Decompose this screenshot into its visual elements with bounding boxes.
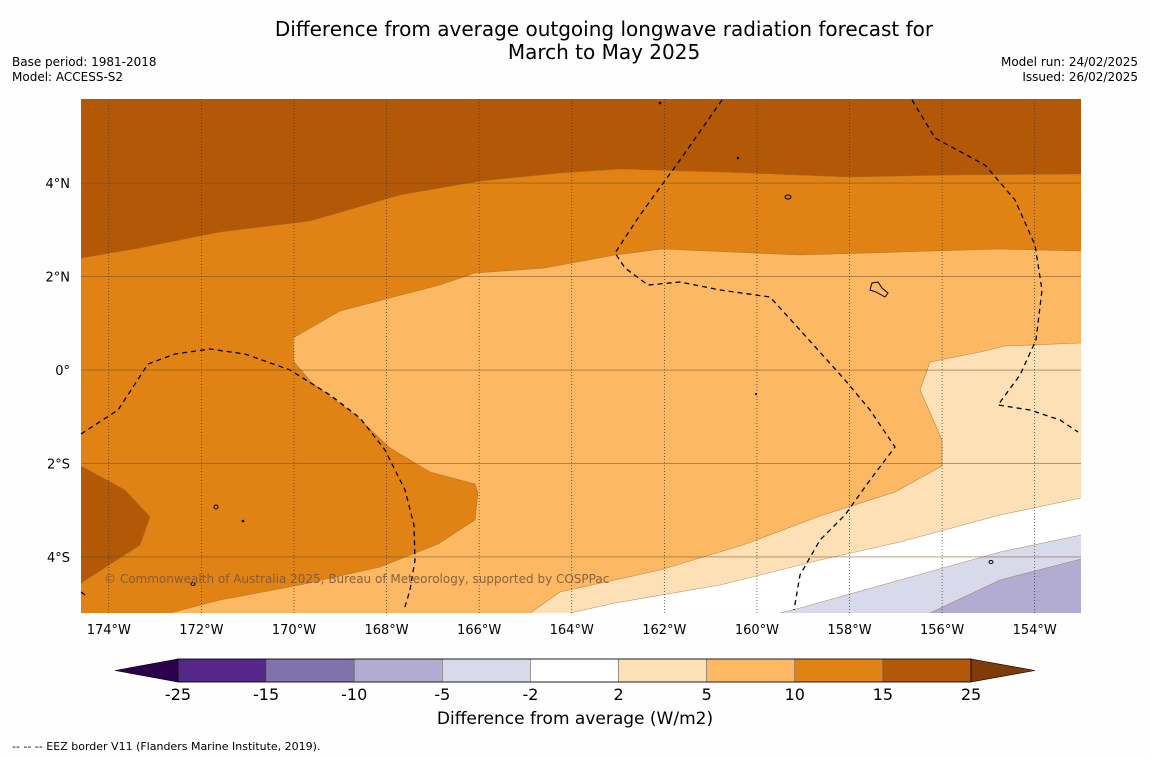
title-line-1: Difference from average outgoing longwav… xyxy=(274,17,934,41)
lon-tick-label: 168°W xyxy=(364,623,408,638)
lon-tick-label: 160°W xyxy=(735,623,779,638)
lat-tick-label: 2°N xyxy=(46,271,71,286)
lon-tick-label: 156°W xyxy=(920,623,964,638)
colorbar-bin xyxy=(265,658,355,683)
issued-text: Issued: 26/02/2025 xyxy=(1022,70,1138,84)
island-7 xyxy=(754,392,758,396)
islands xyxy=(190,101,994,586)
colorbar-outline xyxy=(177,658,972,683)
colorbar-tick-label: 25 xyxy=(961,685,981,704)
island-2 xyxy=(869,281,889,298)
colorbar-tick-label: -5 xyxy=(434,685,450,704)
lon-tick-label: 164°W xyxy=(550,623,594,638)
colorbar-title: Difference from average (W/m2) xyxy=(436,709,714,729)
model-text: Model: ACCESS-S2 xyxy=(12,70,124,84)
lat-tick-label: 4°S xyxy=(47,551,70,566)
lon-tick-label: 162°W xyxy=(642,623,686,638)
colorbar-bin xyxy=(530,658,619,683)
base-period-text: Base period: 1981-2018 xyxy=(12,55,157,69)
lon-tick-label: 158°W xyxy=(827,623,871,638)
colorbar-tick-label: -15 xyxy=(253,685,279,704)
lon-tick-label: 166°W xyxy=(457,623,501,638)
colorbar: -25 -15 -10 -5 -2 2 5 10 15 25 xyxy=(114,658,1036,704)
lat-tick-label: 0° xyxy=(55,364,70,379)
colorbar-bin xyxy=(177,658,267,683)
map-title: Difference from average outgoing longwav… xyxy=(200,18,1008,64)
colorbar-tick-label: 10 xyxy=(785,685,805,704)
latitude-axis: 4°N 2°N 0° 2°S 4°S xyxy=(46,177,71,566)
lat-tick-label: 2°S xyxy=(47,457,70,472)
eez-border-central xyxy=(614,99,896,611)
longitude-axis: 174°W 172°W 170°W 168°W 166°W 164°W 162°W 160°W… xyxy=(87,623,1057,638)
lon-tick-label: 174°W xyxy=(87,623,131,638)
island-4 xyxy=(241,519,245,523)
colorbar-over-arrow xyxy=(970,658,1036,683)
island-9 xyxy=(190,582,196,586)
colorbar-tick-label: -10 xyxy=(341,685,367,704)
colorbar-bin xyxy=(618,658,707,683)
eez-border-west xyxy=(81,348,416,611)
anomaly-contours xyxy=(81,99,1081,613)
island-8 xyxy=(988,560,994,564)
eez-border-stub xyxy=(81,591,86,596)
colorbar-tick-label: 2 xyxy=(613,685,623,704)
colorbar-bin xyxy=(353,658,443,683)
copyright-text: © Commonwealth of Australia 2025, Bureau… xyxy=(104,572,610,586)
title-line-2: March to May 2025 xyxy=(507,40,701,64)
colorbar-bin xyxy=(706,658,796,683)
eez-footnote: -- -- -- EEZ border V11 (Flanders Marine… xyxy=(12,740,321,753)
island-6 xyxy=(658,101,662,105)
island-5 xyxy=(736,156,740,160)
island-3 xyxy=(213,504,219,510)
colorbar-bin xyxy=(882,658,972,683)
colorbar-tick-label: 15 xyxy=(873,685,893,704)
gridlines-parallels xyxy=(81,182,1081,558)
colorbar-tick-label: -25 xyxy=(165,685,191,704)
colorbar-tick-label: 5 xyxy=(702,685,712,704)
colorbar-bin xyxy=(442,658,531,683)
band-minus10-minus5 xyxy=(930,559,1081,613)
meta-left: Base period: 1981-2018 Model: ACCESS-S2 xyxy=(12,55,157,85)
lon-tick-label: 170°W xyxy=(272,623,316,638)
lon-tick-label: 172°W xyxy=(179,623,223,638)
island-1 xyxy=(784,194,792,200)
meta-right: Model run: 24/02/2025 Issued: 26/02/2025 xyxy=(1001,55,1138,85)
lat-tick-label: 4°N xyxy=(46,177,71,192)
colorbar-tick-label: -2 xyxy=(522,685,538,704)
colorbar-under-arrow xyxy=(114,658,179,683)
colorbar-bin xyxy=(794,658,884,683)
model-run-text: Model run: 24/02/2025 xyxy=(1000,55,1138,69)
lon-tick-label: 154°W xyxy=(1013,623,1057,638)
